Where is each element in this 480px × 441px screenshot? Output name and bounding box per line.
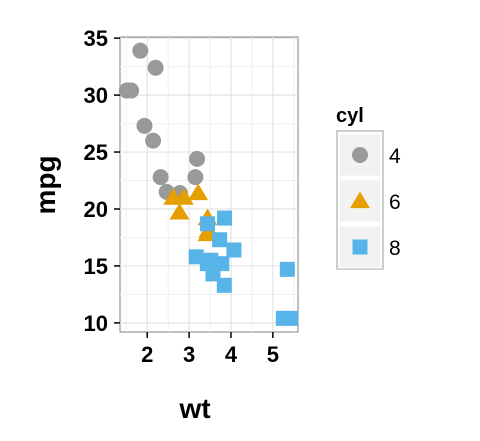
legend-key-6 [350,191,370,209]
x-tick-label: 2 [141,342,153,367]
legend-key-8 [352,239,368,255]
point-cyl-8 [212,232,228,248]
y-tick-label: 30 [84,83,108,108]
point-cyl-8 [283,310,299,326]
point-cyl-4 [136,117,153,134]
y-axis-title: mpg [30,155,61,214]
plot-panel [119,36,299,333]
point-cyl-4 [118,82,135,99]
point-cyl-4 [147,59,164,76]
point-cyl-4 [189,150,206,167]
point-cyl-6 [169,202,190,220]
point-cyl-8 [216,277,232,293]
grid-major [120,37,298,332]
point-cyl-6 [188,183,209,201]
legend-key-4 [352,147,368,163]
y-tick-label: 25 [84,140,108,165]
point-cyl-8 [279,261,295,277]
point-cyl-8 [205,258,221,274]
y-tick-label: 10 [84,311,108,336]
x-tick-label: 3 [183,342,195,367]
y-tick-label: 35 [84,26,108,51]
point-cyl-4 [132,42,149,59]
point-cyl-6 [173,188,194,205]
point-cyl-8 [200,216,216,232]
point-cyl-4 [187,169,204,186]
legend-label: 4 [389,145,401,168]
legend-label: 6 [389,191,401,214]
y-tick-label: 20 [84,197,108,222]
x-tick-label: 4 [225,342,238,367]
legend-label: 8 [389,237,401,260]
point-cyl-8 [226,242,242,258]
legend-title: cyl [336,105,364,127]
x-axis: 2 3 4 5 [141,332,279,367]
x-tick-label: 5 [267,342,279,367]
point-cyl-4 [152,169,169,186]
data-points [118,42,299,326]
x-axis-title: wt [178,393,210,424]
y-tick-label: 15 [84,254,108,279]
legend: cyl 4 6 8 [336,105,401,270]
point-cyl-8 [188,249,204,265]
point-cyl-4 [145,132,162,149]
point-cyl-8 [216,210,232,226]
legend-keys: 4 6 8 [338,133,401,269]
y-axis: 10 15 20 25 30 35 [84,26,120,336]
